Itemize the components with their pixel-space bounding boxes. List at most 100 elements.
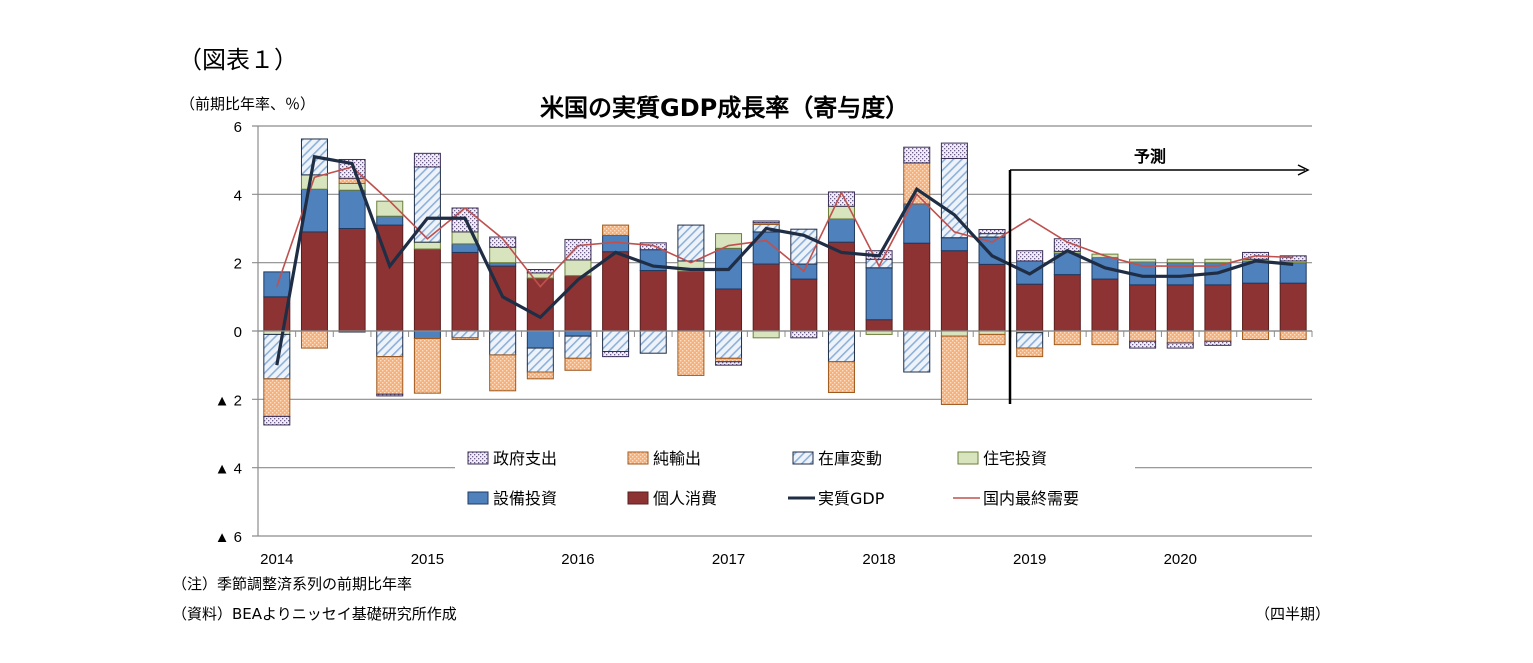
bar-resi	[940, 330, 968, 337]
bar-inv	[1016, 332, 1044, 349]
x-tick-label: 2018	[862, 551, 895, 568]
bar-nonres	[413, 330, 441, 340]
y-tick-label: ▲ 4	[215, 461, 242, 478]
legend-swatch-gov	[467, 451, 489, 465]
bar-nx	[602, 224, 630, 236]
bar-gov	[1166, 342, 1194, 349]
bar-gov	[715, 361, 743, 366]
bar-nx	[489, 354, 517, 392]
bar-gov	[1129, 340, 1157, 349]
x-tick-label: 2019	[1013, 551, 1046, 568]
x-axis-unit-label: （四半期）	[1255, 605, 1331, 623]
bar-pce	[564, 275, 592, 332]
legend-swatch-inv	[792, 451, 814, 465]
bar-nonres	[489, 262, 517, 267]
bar-gov	[526, 269, 554, 274]
source-note: （資料）BEAよりニッセイ基礎研究所作成	[172, 605, 457, 623]
legend-swatch-pce	[627, 491, 649, 505]
bar-pce	[1129, 284, 1157, 332]
bar-nx	[451, 337, 479, 341]
chart-title: 米国の実質GDP成長率（寄与度）	[540, 94, 910, 122]
bar-inv	[526, 347, 554, 373]
legend-swatch-resi	[957, 451, 979, 465]
x-tick-label: 2017	[712, 551, 745, 568]
bar-stack-group	[263, 138, 1307, 426]
bar-nx	[677, 330, 705, 376]
y-tick-label: ▲ 6	[215, 529, 242, 546]
bar-pce	[940, 250, 968, 332]
bar-pce	[338, 228, 366, 332]
bar-pce	[903, 242, 931, 332]
y-tick-label: 0	[234, 324, 242, 341]
legend-label-gov: 政府支出	[493, 449, 557, 468]
bar-gov	[489, 236, 517, 248]
footnote: （注）季節調整済系列の前期比年率	[172, 575, 413, 593]
bar-pce	[1204, 284, 1232, 332]
y-tick-label: 2	[234, 256, 242, 273]
bar-pce	[865, 319, 893, 332]
bar-gov	[263, 415, 291, 426]
bar-pce	[790, 278, 818, 332]
bar-resi	[1204, 258, 1232, 264]
bar-resi	[413, 241, 441, 250]
bar-nx	[1091, 330, 1119, 346]
legend-label-dfd: 国内最終需要	[983, 489, 1079, 508]
bar-pce	[602, 251, 630, 332]
bar-nx	[300, 330, 328, 349]
bar-gov	[903, 146, 931, 164]
legend-label-nonres: 設備投資	[493, 489, 557, 508]
bar-pce	[451, 251, 479, 332]
bar-pce	[300, 231, 328, 332]
legend-swatch-nonres	[467, 491, 489, 505]
bar-gov	[1204, 340, 1232, 346]
bar-gov	[564, 238, 592, 261]
legend-label-pce: 個人消費	[653, 489, 717, 508]
bar-nx	[1016, 347, 1044, 358]
bar-gov	[978, 229, 1006, 235]
bar-nx	[1204, 330, 1232, 342]
bar-nx	[715, 357, 743, 363]
x-tick-label: 2016	[561, 551, 594, 568]
bar-nx	[1279, 330, 1307, 341]
figure-label: （図表１）	[178, 46, 298, 74]
bar-nonres	[564, 330, 592, 337]
bar-nonres	[827, 218, 855, 243]
bar-nx	[1053, 330, 1081, 346]
bar-inv	[602, 330, 630, 352]
bar-pce	[1016, 283, 1044, 332]
line-dfd	[276, 166, 1294, 288]
bar-inv	[489, 330, 517, 356]
legend-swatch-nx	[627, 451, 649, 465]
bar-inv	[451, 330, 479, 339]
bar-nonres	[451, 243, 479, 253]
y-tick-label: 6	[234, 119, 242, 136]
line-gdp	[275, 154, 1294, 366]
bar-gov	[1016, 250, 1044, 262]
x-tick-label: 2020	[1164, 551, 1197, 568]
bar-nx	[376, 356, 404, 395]
bar-gov	[790, 330, 818, 339]
bar-gov	[376, 393, 404, 397]
bar-nx	[564, 357, 592, 371]
bar-nonres	[376, 215, 404, 226]
bar-pce	[639, 270, 667, 332]
bar-nx	[940, 335, 968, 405]
legend-label-inv: 在庫変動	[818, 449, 882, 468]
bar-pce	[413, 248, 441, 332]
bar-pce	[752, 263, 780, 332]
bar-inv	[376, 330, 404, 358]
bar-nx	[413, 338, 441, 394]
forecast-label: 予測	[1134, 147, 1166, 166]
bar-inv	[827, 330, 855, 363]
bar-pce	[677, 270, 705, 332]
bar-pce	[1053, 274, 1081, 332]
bar-inv	[903, 330, 931, 373]
bar-nonres	[1279, 262, 1307, 284]
bar-nx	[338, 177, 366, 184]
bar-pce	[1166, 284, 1194, 332]
bar-inv	[715, 330, 743, 359]
bar-gov	[1279, 255, 1307, 262]
bar-nonres	[903, 203, 931, 244]
bar-gov	[752, 220, 780, 224]
